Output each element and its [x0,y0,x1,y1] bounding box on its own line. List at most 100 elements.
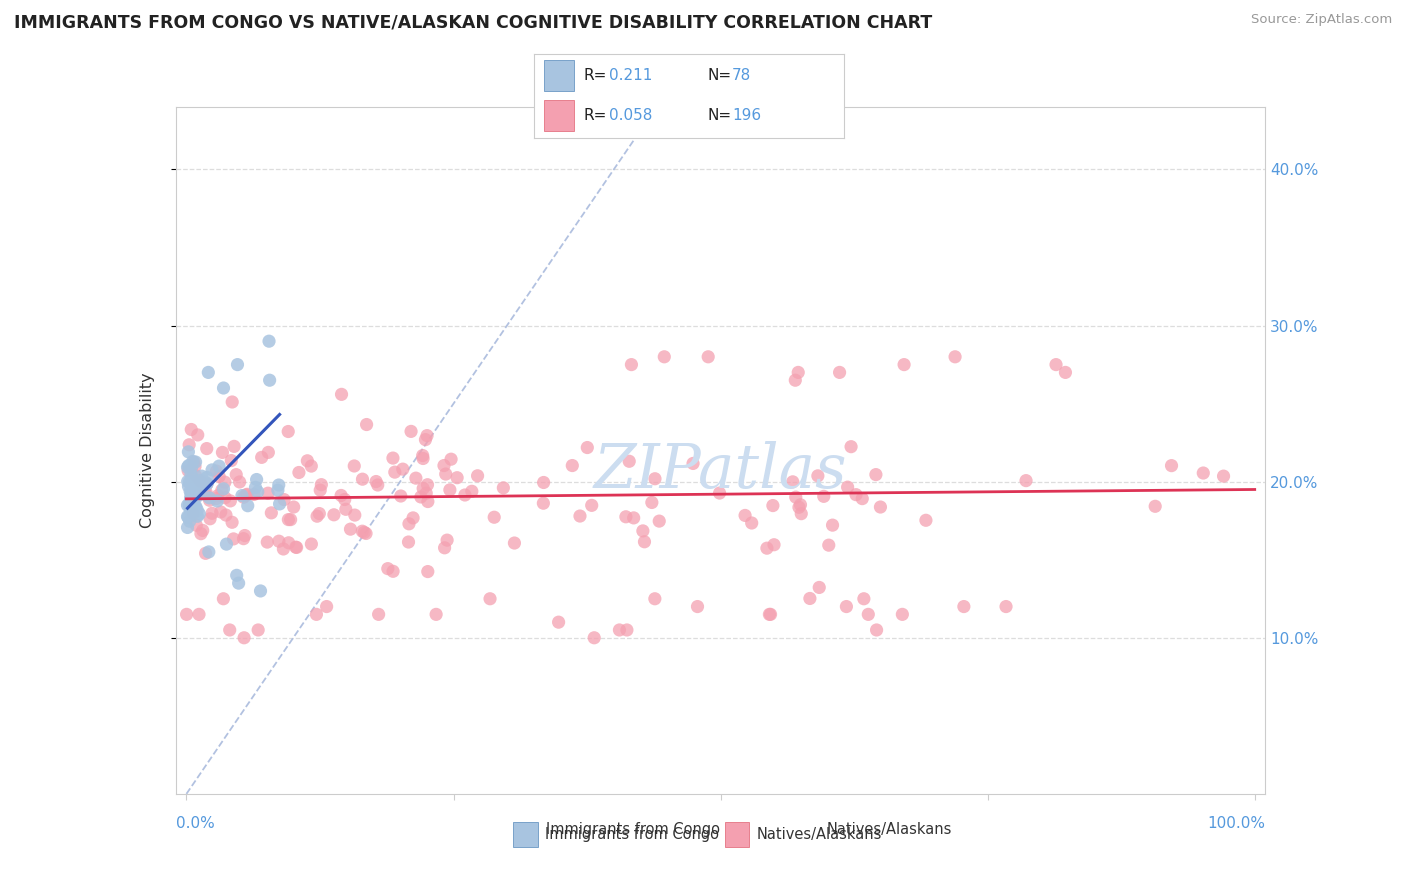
Point [311,477,333,491]
Point [759,607,782,622]
Point [176,509,198,524]
Point [533,475,555,490]
Point [616,623,638,637]
Point [187,489,209,503]
Point [184,500,207,514]
Point [260,506,283,520]
Point [377,561,399,575]
Point [198,545,221,559]
Point [576,441,599,455]
Point [682,457,704,471]
Point [343,508,366,522]
Point [415,433,437,447]
Point [245,480,267,494]
Point [697,350,720,364]
Point [191,524,214,538]
Point [235,488,257,502]
Bar [513,822,538,847]
Point [180,422,202,436]
Point [479,591,502,606]
Point [177,458,200,473]
Point [187,483,209,498]
Point [416,477,439,491]
Point [384,465,406,479]
Point [188,507,211,521]
Point [195,476,218,491]
Text: IMMIGRANTS FROM CONGO VS NATIVE/ALASKAN COGNITIVE DISABILITY CORRELATION CHART: IMMIGRANTS FROM CONGO VS NATIVE/ALASKAN … [14,13,932,31]
Point [409,490,432,504]
Point [277,512,299,526]
Point [188,474,211,488]
Point [179,493,201,508]
Text: Immigrants from Congo: Immigrants from Congo [546,822,720,837]
Text: 0.211: 0.211 [609,68,652,83]
Point [179,503,201,517]
Point [352,472,374,486]
Point [412,482,434,496]
Point [305,607,328,622]
Point [194,486,217,500]
Point [865,467,887,482]
Point [181,507,204,521]
Point [1212,469,1234,483]
Point [309,483,332,497]
Point [839,440,862,454]
Point [207,489,229,503]
Point [813,489,835,503]
Point [330,387,353,401]
Point [416,428,439,442]
Point [503,536,526,550]
Point [215,508,238,522]
Point [211,445,233,459]
Point [439,483,461,497]
Point [232,532,254,546]
Point [180,494,202,508]
Point [758,607,780,622]
Point [283,500,305,514]
Point [644,591,666,606]
Point [184,459,207,474]
Point [633,534,655,549]
Point [440,452,463,467]
Point [382,564,405,578]
Point [179,498,201,512]
Point [184,500,207,514]
Point [858,607,880,622]
Point [335,502,357,516]
Point [785,373,807,387]
Point [236,499,259,513]
Point [790,507,813,521]
Point [648,514,671,528]
Point [194,546,217,560]
Point [782,475,804,489]
Point [176,460,198,475]
Point [224,439,246,453]
Point [257,445,280,459]
Point [181,475,204,489]
Point [482,510,505,524]
Point [180,492,202,507]
Point [232,490,254,504]
Point [308,507,330,521]
Point [412,449,434,463]
Point [845,488,868,502]
Point [179,514,201,528]
Point [821,518,844,533]
Point [269,497,291,511]
Point [214,491,236,505]
Point [181,496,204,510]
Point [198,491,221,505]
Point [177,445,200,459]
Point [195,476,218,491]
Point [299,537,322,551]
Point [181,471,204,485]
Point [183,455,205,469]
Point [236,487,259,501]
Point [631,524,654,538]
Point [561,458,583,473]
Point [212,591,235,606]
Point [434,467,457,481]
Text: 0.0%: 0.0% [176,816,215,831]
Point [221,395,243,409]
Point [181,491,204,505]
